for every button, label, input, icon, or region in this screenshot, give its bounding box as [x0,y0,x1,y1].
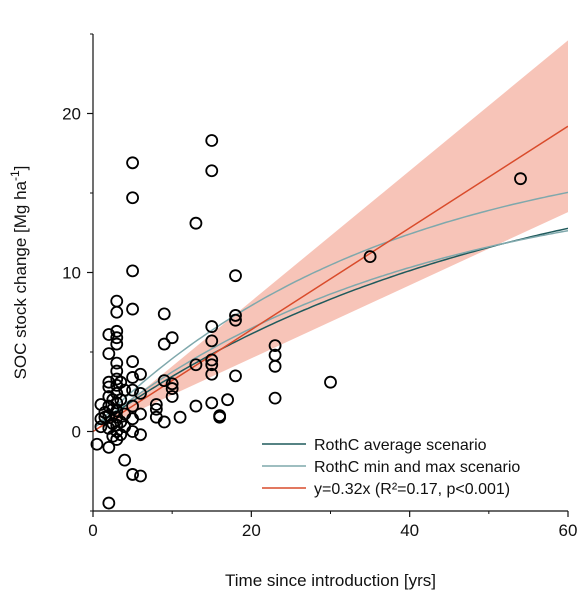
data-point [221,393,234,407]
data-point [134,469,147,483]
model-curves-layer [93,125,568,433]
data-point [189,358,203,372]
data-point [126,425,139,438]
data-point [173,410,187,424]
data-point [205,358,219,372]
x-tick-label: 40 [400,521,419,540]
data-point [98,406,112,419]
x-tick-label: 0 [88,521,97,540]
x-axis-title: Time since introduction [yrs] [225,571,436,590]
x-tick-label: 20 [242,521,261,540]
data-point [102,496,116,510]
data-point [268,339,282,353]
data-point [205,353,219,367]
data-point [157,374,171,388]
data-point [90,437,104,451]
legend-label: y=0.32x (R²=0.17, p<0.001) [314,481,510,498]
data-point [126,371,139,384]
data-point [268,359,282,373]
legend: RothC average scenario RothC min and max … [262,437,520,498]
legend-label: RothC average scenario [314,437,487,454]
data-point [205,367,219,381]
data-point [229,369,242,383]
data-point [165,382,179,395]
data-point [165,390,179,403]
y-axis-title-main: SOC stock change [Mg ha [11,180,30,379]
confidence-band [93,40,568,432]
data-point [102,380,116,394]
data-point [165,331,179,345]
data-point [110,337,124,351]
y-tick-label: 10 [62,264,81,283]
data-point [102,440,116,454]
data-point [205,334,219,348]
data-point [213,409,227,423]
data-point [157,337,171,351]
data-point [363,250,377,264]
data-point [134,407,147,421]
observation-points-layer [90,134,527,510]
data-point [106,393,120,407]
data-point [149,398,163,411]
data-point [268,391,282,405]
ticks-layer: 0 20 40 60 0 10 20 [62,33,578,540]
data-point [110,356,124,370]
data-point [205,320,219,333]
data-point [229,269,242,283]
data-point [205,396,219,410]
data-point [229,313,242,327]
data-point [126,191,139,205]
data-point [102,328,116,341]
data-point [189,399,203,413]
data-point [118,453,132,467]
legend-label: RothC min and max scenario [314,459,520,476]
series-line [94,229,568,427]
y-axis-title-close: ] [11,166,30,171]
data-point [134,386,147,400]
series-line [94,191,568,427]
data-point [324,375,337,389]
data-point [126,468,139,481]
confidence-band-layer [93,40,568,432]
data-point [189,216,203,230]
data-point [126,355,139,368]
data-point [110,364,124,378]
data-point [205,164,219,178]
data-point [134,428,147,442]
data-point [110,396,124,410]
series-line [93,125,568,433]
data-point [157,307,171,321]
data-point [134,367,147,381]
data-point [102,347,116,360]
data-point [110,372,124,386]
data-point [126,399,139,413]
data-point [102,390,116,403]
data-point [126,264,139,278]
data-point [157,415,171,429]
data-point [110,331,124,345]
data-point [110,404,124,418]
y-axis-title: SOC stock change [Mg ha-1] [8,166,30,380]
data-point [118,383,132,397]
data-point [149,402,163,416]
y-tick-label: 0 [72,423,81,442]
data-point [110,305,124,319]
data-point [165,377,179,391]
data-point [110,294,124,308]
data-point [110,324,124,338]
data-point [229,309,242,322]
data-point [205,134,219,147]
data-point [126,302,139,316]
data-point [268,348,282,362]
data-point [126,383,139,397]
data-point [126,156,139,170]
data-point [110,386,124,400]
data-point [514,172,527,186]
y-axis-title-exponent: -1 [8,170,22,181]
x-tick-label: 60 [559,521,578,540]
y-tick-label: 20 [62,105,81,124]
